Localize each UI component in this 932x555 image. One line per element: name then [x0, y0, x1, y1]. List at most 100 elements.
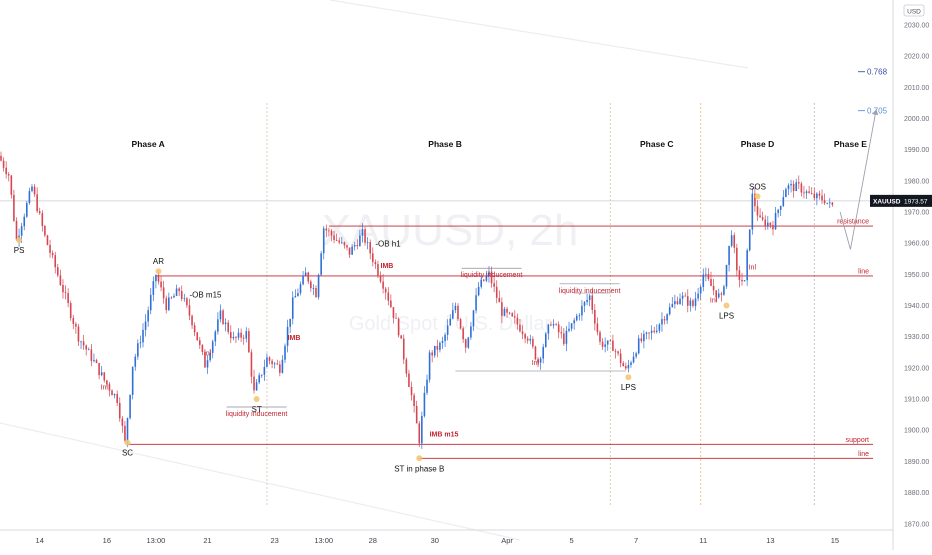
candle-body: [655, 330, 658, 332]
point-label: SC: [122, 449, 133, 458]
candle-body: [619, 353, 622, 364]
y-tick-label: 1940.00: [904, 303, 929, 310]
y-tick-label: 1960.00: [904, 241, 929, 248]
point-label: PS: [14, 246, 25, 255]
phase-label: Phase C: [640, 139, 674, 149]
candle-body: [823, 200, 826, 204]
candle-body: [625, 366, 627, 369]
candle-body: [446, 325, 449, 335]
y-tick-label: 1930.00: [904, 334, 929, 341]
candle-body: [217, 319, 219, 332]
candle-body: [98, 363, 100, 376]
candle-body: [232, 336, 235, 339]
candle-body: [692, 300, 694, 306]
candle-body: [147, 310, 149, 322]
candle-body: [392, 307, 395, 318]
candle-body: [405, 359, 408, 374]
x-tick-label: Apr: [501, 536, 513, 545]
candle-body: [542, 346, 544, 359]
candle-body: [149, 294, 152, 311]
candle-body: [686, 296, 689, 306]
candle-body: [369, 242, 372, 254]
x-tick-label: 15: [831, 536, 839, 545]
candle-body: [284, 345, 286, 360]
candle-body: [627, 364, 630, 369]
candle-body: [250, 352, 253, 377]
candle-body: [248, 331, 250, 353]
candle-body: [266, 357, 268, 367]
candle-body: [49, 245, 51, 253]
candle-body: [0, 155, 2, 161]
candle-body: [681, 295, 684, 299]
candle-body: [754, 193, 756, 207]
channel-line-lower: [0, 422, 521, 541]
candle-body: [583, 302, 586, 306]
candle-body: [516, 317, 519, 325]
candle-body: [273, 363, 276, 365]
candle-body: [563, 333, 565, 344]
candle-body: [361, 229, 364, 236]
candle-body: [38, 211, 41, 214]
x-tick-label: 21: [203, 536, 211, 545]
candle-body: [650, 330, 653, 333]
x-tick-label: 16: [103, 536, 111, 545]
y-tick-label: 2020.00: [904, 54, 929, 61]
point-label: AR: [153, 257, 164, 266]
candle-body: [271, 360, 273, 365]
candle-body: [457, 305, 459, 320]
candle-body: [568, 328, 570, 331]
candle-body: [72, 318, 75, 324]
inl-label: Inl: [204, 350, 212, 357]
candle-body: [191, 315, 193, 326]
candle-body: [142, 329, 144, 343]
candle-body: [666, 314, 668, 321]
candle-body: [573, 320, 575, 324]
y-tick-label: 1890.00: [904, 459, 929, 466]
candle-body: [144, 321, 147, 330]
candle-body: [302, 275, 304, 285]
candle-body: [255, 382, 258, 391]
candle-body: [263, 366, 266, 375]
candle-body: [41, 213, 44, 226]
candle-body: [684, 295, 686, 297]
imb-label: IMB m15: [430, 431, 459, 438]
candle-body: [328, 230, 330, 232]
candle-body: [108, 384, 111, 391]
candle-body: [126, 418, 129, 441]
candle-body: [294, 296, 297, 298]
liquidity-label: liquidity inducement: [461, 272, 523, 279]
candle-body: [537, 359, 539, 363]
point-label: LPS: [719, 312, 734, 321]
x-tick-label: 13: [766, 536, 774, 545]
candle-body: [746, 250, 748, 281]
candle-body: [439, 342, 441, 350]
candle-body: [134, 356, 137, 367]
candle-body: [751, 193, 754, 230]
candle-body: [676, 301, 679, 305]
candle-body: [382, 281, 384, 289]
candle-body: [395, 317, 397, 319]
point-marker: [155, 268, 162, 275]
x-tick-label: 30: [431, 536, 439, 545]
candle-body: [689, 300, 692, 306]
candle-body: [472, 310, 475, 327]
candle-body: [612, 340, 614, 351]
candle-body: [77, 326, 80, 342]
phase-label: Phase D: [741, 139, 775, 149]
candle-body: [668, 307, 671, 315]
candle-body: [299, 284, 302, 294]
candle-body: [495, 286, 498, 298]
candle-body: [808, 191, 810, 193]
candle-body: [614, 350, 617, 352]
x-tick-label: 11: [699, 536, 707, 545]
candle-body: [124, 425, 126, 441]
candle-body: [371, 253, 374, 263]
candle-body: [604, 344, 606, 347]
candle-body: [408, 373, 410, 387]
candle-body: [818, 193, 821, 196]
candle-body: [100, 372, 103, 376]
ob-label: -OB h1: [375, 239, 401, 248]
candle-body: [821, 195, 823, 201]
candle-body: [511, 313, 514, 317]
